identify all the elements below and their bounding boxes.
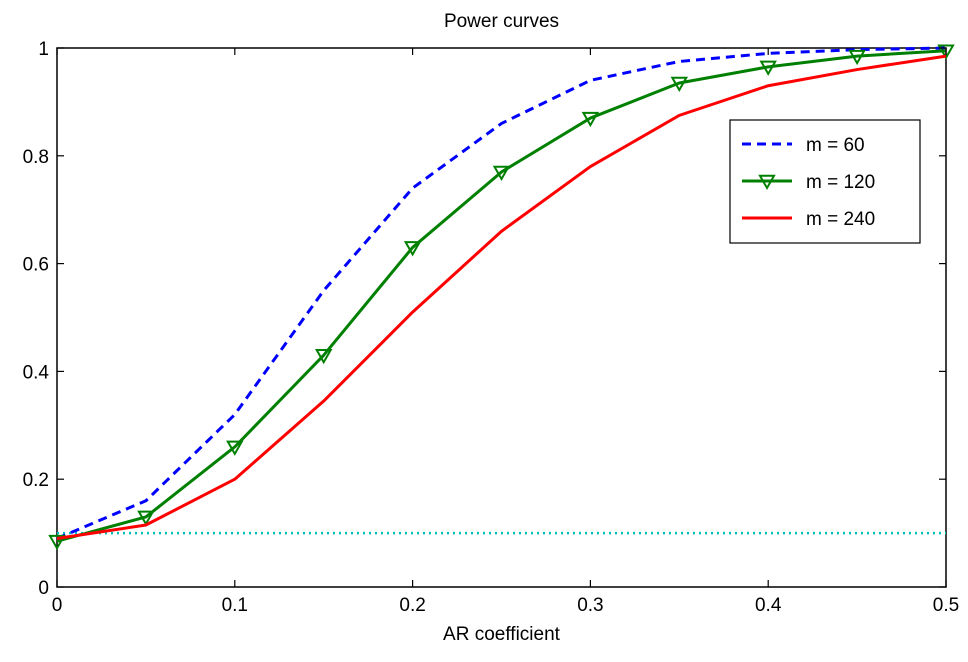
y-tick-label: 0 — [38, 578, 49, 599]
y-tick-label: 0.4 — [23, 362, 50, 383]
data-point — [137, 510, 155, 526]
y-tick-label: 0.6 — [23, 255, 49, 276]
x-tick-label: 0.2 — [399, 595, 425, 616]
y-tick-label: 0.2 — [23, 470, 49, 491]
chart-title: Power curves — [444, 11, 559, 32]
data-point — [581, 111, 600, 128]
series-3 — [56, 54, 947, 540]
legend-marker — [758, 174, 776, 191]
data-point — [492, 165, 511, 181]
y-tick-label: 0.8 — [23, 147, 49, 168]
x-tick-label: 0 — [52, 595, 63, 616]
data-point — [314, 348, 333, 365]
data-point — [403, 241, 422, 257]
x-axis-label: AR coefficient — [443, 624, 561, 645]
x-tick-label: 0.1 — [222, 595, 248, 616]
x-tick-label: 0.5 — [933, 595, 959, 616]
y-tick-label: 1 — [38, 39, 49, 60]
data-point — [226, 440, 244, 456]
series-line — [56, 49, 947, 543]
y-axis-ticks: 0 0.2 0.4 0.6 0.8 1 — [23, 39, 946, 599]
data-point — [48, 534, 66, 551]
data-point — [937, 44, 955, 60]
x-tick-label: 0.3 — [577, 595, 603, 616]
x-tick-label: 0.4 — [755, 595, 782, 616]
legend: m = 60 m = 120 m = 240 — [729, 119, 921, 244]
series-layer — [48, 44, 955, 551]
x-axis-ticks: 0 0.1 0.2 0.3 0.4 0.5 — [52, 48, 959, 616]
series-line — [56, 54, 947, 540]
legend-label: m = 120 — [806, 172, 875, 193]
legend-label: m = 60 — [806, 135, 865, 156]
data-point — [670, 76, 689, 93]
data-point — [848, 49, 866, 66]
series-2 — [48, 44, 955, 551]
series-1 — [56, 46, 947, 540]
series-line — [56, 46, 947, 540]
data-point — [759, 60, 777, 76]
legend-label: m = 240 — [806, 209, 875, 230]
